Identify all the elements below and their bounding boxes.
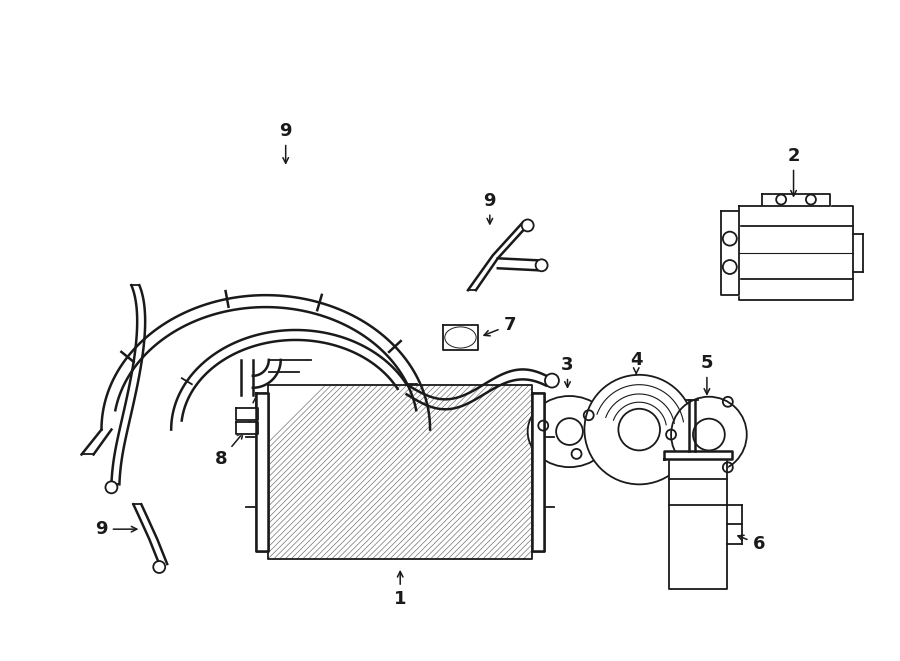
Text: 1: 1: [394, 572, 407, 608]
Circle shape: [536, 259, 547, 271]
Text: 8: 8: [215, 433, 243, 469]
Circle shape: [153, 561, 166, 573]
Circle shape: [522, 219, 534, 231]
Polygon shape: [761, 194, 831, 206]
Text: 6: 6: [738, 535, 765, 553]
Polygon shape: [236, 422, 257, 434]
Polygon shape: [256, 393, 268, 551]
Polygon shape: [739, 206, 853, 300]
Polygon shape: [532, 393, 544, 551]
Circle shape: [584, 375, 694, 485]
Circle shape: [671, 397, 747, 473]
Polygon shape: [268, 385, 532, 559]
Text: 5: 5: [701, 354, 713, 394]
Polygon shape: [256, 393, 268, 551]
Text: 9: 9: [483, 192, 496, 224]
Text: 2: 2: [788, 147, 800, 196]
Polygon shape: [664, 451, 732, 459]
Text: 9: 9: [95, 520, 137, 538]
Polygon shape: [532, 393, 544, 551]
Polygon shape: [236, 408, 257, 420]
Polygon shape: [669, 459, 727, 589]
Polygon shape: [443, 325, 478, 350]
Ellipse shape: [527, 396, 611, 467]
Text: 10: 10: [243, 397, 268, 434]
Text: 3: 3: [562, 356, 574, 387]
Text: 7: 7: [484, 316, 516, 336]
Circle shape: [545, 373, 559, 387]
Polygon shape: [721, 210, 739, 295]
Text: 9: 9: [279, 122, 292, 163]
Text: 4: 4: [630, 351, 643, 375]
Circle shape: [105, 481, 117, 493]
